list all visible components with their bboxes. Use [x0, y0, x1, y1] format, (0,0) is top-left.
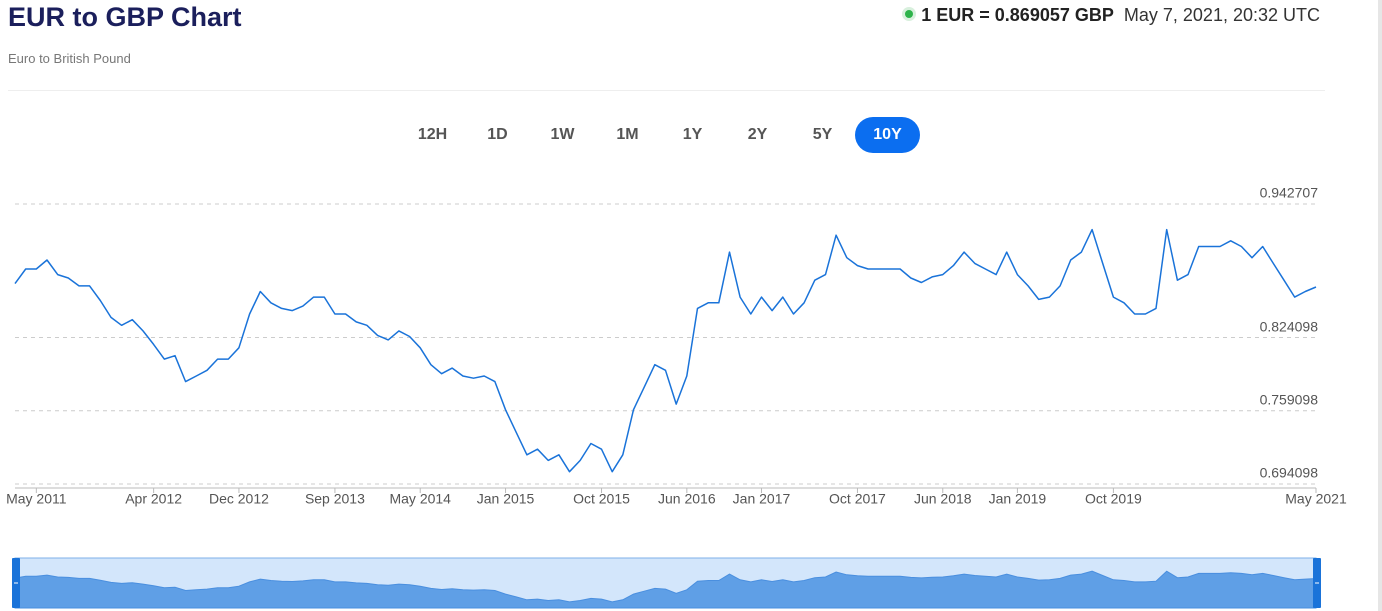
range-button[interactable]: 5Y [812, 126, 833, 143]
y-tick-label: 0.694098 [1260, 465, 1319, 481]
range-button[interactable]: 1D [487, 126, 508, 143]
navigator-area [14, 570, 1317, 609]
x-tick-label: May 2014 [389, 491, 451, 507]
timestamp: May 7, 2021, 20:32 UTC [1123, 5, 1320, 25]
range-button[interactable]: 1M [616, 126, 639, 143]
range-selector: 12H 1D 1W 1M 1Y 2Y 5Y 10Y [400, 117, 920, 153]
x-tick-label: Jan 2017 [733, 491, 791, 507]
y-tick-label: 0.942707 [1260, 185, 1319, 201]
x-tick-label: Jun 2016 [658, 491, 716, 507]
x-tick-label: Oct 2019 [1085, 491, 1142, 507]
x-tick-label: Oct 2017 [829, 491, 886, 507]
rate: 1 EUR = 0.869057 GBP [921, 5, 1114, 25]
price-line [14, 228, 1317, 473]
x-tick-label: Dec 2012 [209, 491, 269, 507]
range-button[interactable]: 1W [550, 126, 575, 143]
x-tick-label: Sep 2013 [305, 491, 365, 507]
live-dot [905, 10, 914, 19]
y-tick-label: 0.824098 [1260, 318, 1319, 334]
range-button[interactable]: 10Y [855, 117, 920, 153]
rate-info: 1 EUR = 0.869057 GBP May 7, 2021, 20:32 … [905, 5, 1320, 26]
x-tick-label: May 2021 [1285, 491, 1347, 507]
y-tick-label: 0.759098 [1260, 391, 1319, 407]
x-tick-label: Jan 2015 [477, 491, 535, 507]
x-tick-label: Jun 2018 [914, 491, 972, 507]
range-button[interactable]: 2Y [747, 126, 768, 143]
x-tick-label: Oct 2015 [573, 491, 630, 507]
separator [8, 90, 1325, 91]
range-button[interactable]: 1Y [682, 126, 703, 143]
x-tick-label: Jan 2019 [989, 491, 1047, 507]
range-button[interactable]: 12H [417, 126, 448, 143]
x-tick-label: May 2011 [6, 491, 67, 507]
scrollbar [1378, 0, 1382, 611]
x-tick-label: Apr 2012 [125, 491, 182, 507]
title: EUR to GBP Chart [8, 2, 242, 32]
subtitle: Euro to British Pound [8, 51, 131, 66]
